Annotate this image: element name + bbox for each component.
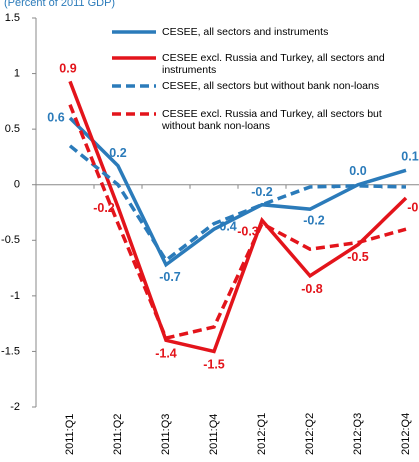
data-label: 0.1 (401, 150, 418, 164)
data-label: 0.6 (47, 110, 64, 124)
y-tick-label: -1.5 (1, 345, 20, 357)
y-tick-label: -0.5 (1, 234, 20, 246)
x-tick-label: 2012:Q1 (256, 413, 268, 455)
data-label: -0.2 (93, 201, 115, 215)
data-label: -0.1 (407, 200, 419, 214)
x-tick-label: 2011:Q2 (112, 414, 124, 455)
data-label: -0.7 (159, 270, 181, 284)
legend-label: CESEE, all sectors and instruments (162, 26, 329, 38)
data-label: -1.5 (203, 358, 225, 372)
data-label: -0.3 (237, 225, 259, 239)
y-tick-label: 0 (14, 179, 20, 191)
y-tick-label: 0.5 (5, 123, 20, 135)
data-label: 0.0 (349, 164, 366, 178)
x-tick-label: 2012:Q3 (352, 413, 364, 455)
line-series (68, 144, 407, 263)
line-series (68, 80, 408, 354)
data-label: 0.9 (59, 62, 76, 76)
legend-label: CESEE excl. Russia and Turkey, all secto… (162, 108, 382, 132)
x-tick-label: 2011:Q1 (64, 414, 76, 455)
legend-label: CESEE excl. Russia and Turkey, all secto… (162, 52, 385, 76)
y-tick-label: 1 (14, 67, 20, 79)
x-tick-label: 2012:Q2 (304, 413, 316, 455)
data-label: -0.2 (251, 185, 273, 199)
x-tick-label: 2012:Q4 (400, 413, 412, 455)
y-tick-label: -1 (10, 290, 20, 302)
data-label: -0.5 (347, 250, 369, 264)
chart-subtitle: (Percent of 2011 GDP) (4, 0, 115, 9)
legend-label: CESEE, all sectors but without bank non-… (162, 80, 380, 92)
data-label: -0.4 (215, 219, 237, 233)
y-tick-label: -2 (10, 401, 20, 413)
data-label: -1.4 (155, 347, 177, 361)
data-label: -0.2 (303, 213, 325, 227)
y-tick-label: 1.5 (5, 12, 20, 24)
line-series (68, 116, 407, 268)
line-series (68, 104, 407, 341)
data-label: -0.8 (301, 282, 323, 296)
x-tick-label: 2011:Q4 (208, 414, 220, 455)
x-tick-label: 2011:Q3 (160, 414, 172, 455)
data-label: 0.2 (109, 146, 126, 160)
